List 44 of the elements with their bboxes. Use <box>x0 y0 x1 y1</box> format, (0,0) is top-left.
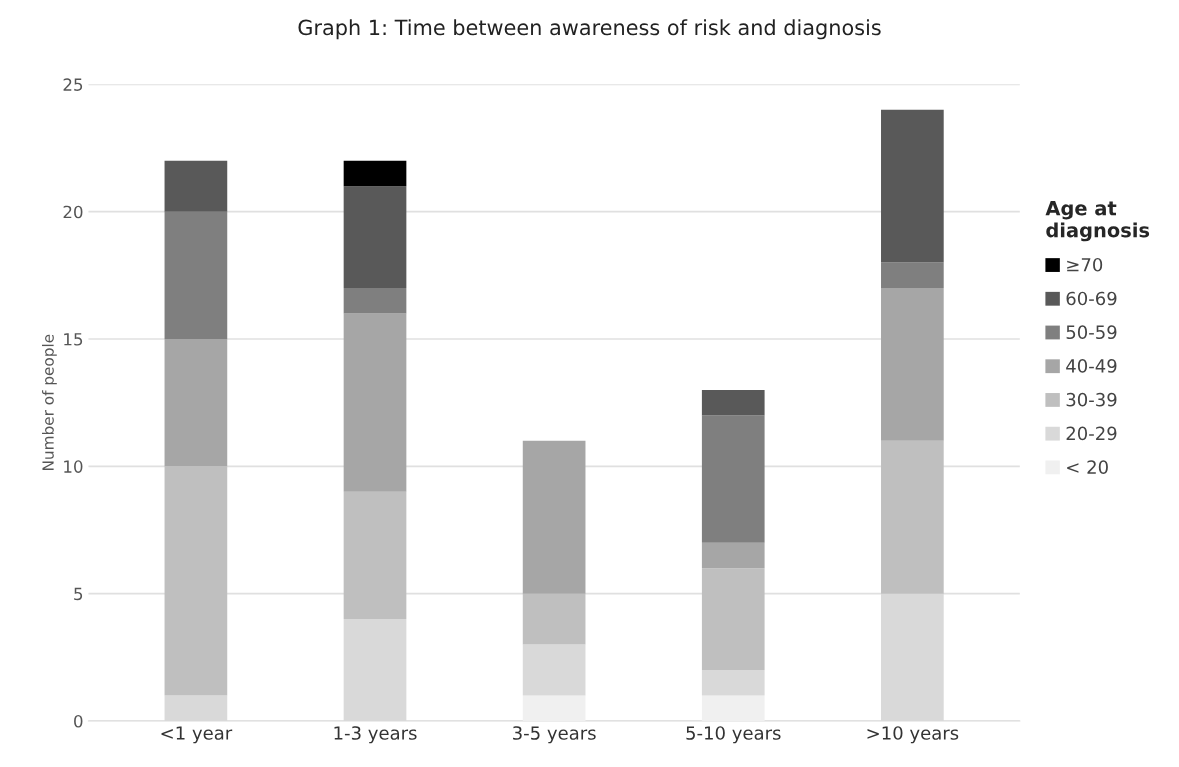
bar <box>522 593 586 645</box>
bar <box>701 670 765 696</box>
legend-label: 40-49 <box>1066 359 1117 373</box>
bar <box>343 313 407 492</box>
legend-label: < 20 <box>1067 460 1108 474</box>
y-tick-label: 20 <box>63 205 83 219</box>
legend-label: 30-39 <box>1066 392 1117 407</box>
chart-title: Graph 1: Time between awareness of risk and diagnosis <box>298 19 881 40</box>
bar <box>343 491 407 620</box>
x-tick-label: 3-5 years <box>513 726 596 744</box>
y-tick-label: 15 <box>64 333 83 346</box>
y-tick-label: 0 <box>74 714 83 728</box>
y-tick-label: 25 <box>63 78 83 91</box>
y-tick-label: 5 <box>74 587 83 601</box>
x-tick-label: 1-3 years <box>334 726 417 744</box>
bar <box>522 440 586 594</box>
bar <box>164 160 228 212</box>
bar <box>164 466 228 696</box>
legend-label: 60-69 <box>1066 291 1117 306</box>
bar <box>881 440 944 594</box>
bar <box>522 644 586 696</box>
bar <box>701 415 765 543</box>
y-tick-label: 10 <box>64 460 83 473</box>
bar <box>881 262 944 289</box>
bar <box>164 339 228 467</box>
bar <box>522 695 586 721</box>
x-tick-label: >10 years <box>867 726 959 744</box>
x-tick-label: <1 year <box>161 726 233 744</box>
bar <box>701 542 765 569</box>
bar <box>881 288 944 441</box>
bar <box>701 568 765 671</box>
bar <box>701 389 765 416</box>
bar <box>701 695 765 721</box>
legend-label: 20-29 <box>1066 426 1117 441</box>
legend-label: 50-59 <box>1066 325 1117 340</box>
bar <box>343 288 407 314</box>
bar <box>343 160 407 187</box>
legend-title: Age at diagnosis <box>1045 201 1150 242</box>
y-axis-title: Number of people <box>42 334 57 470</box>
legend-label: ≥70 <box>1067 257 1103 272</box>
bar <box>881 109 944 263</box>
x-tick-label: 5-10 years <box>686 726 781 744</box>
bar <box>164 211 228 340</box>
bar <box>343 186 407 289</box>
